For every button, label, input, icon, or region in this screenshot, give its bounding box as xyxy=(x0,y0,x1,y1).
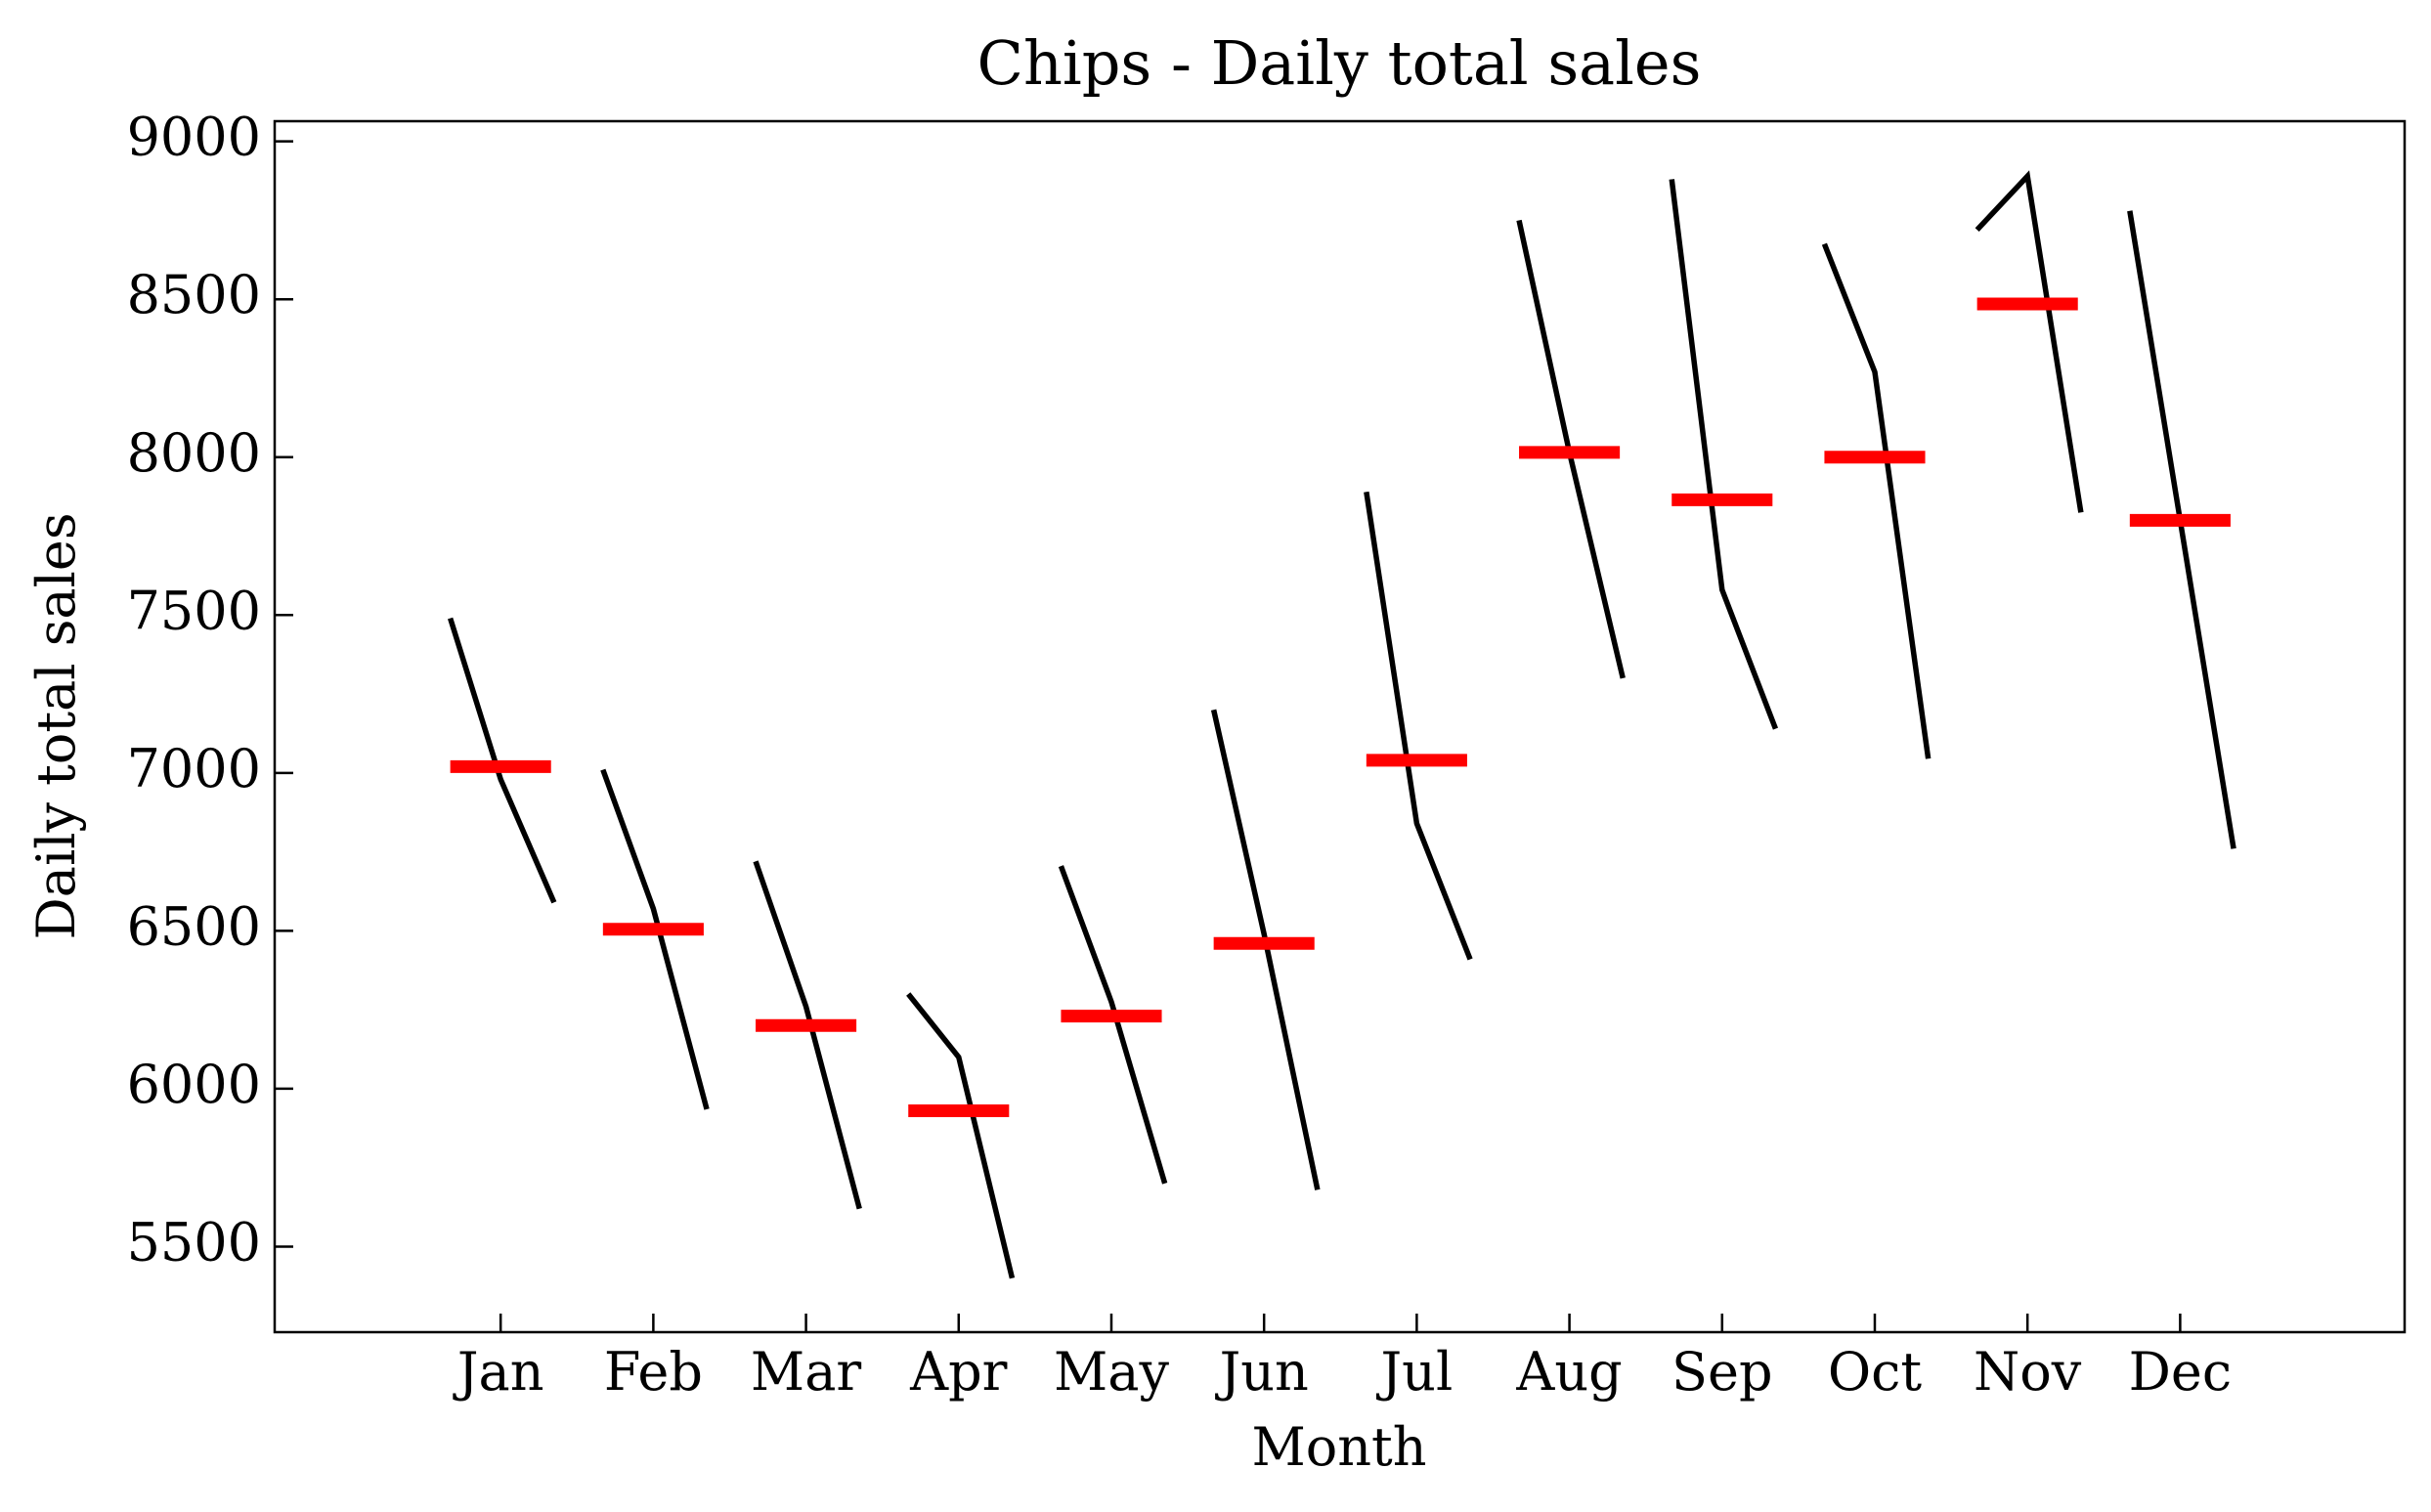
x-tick-label: Aug xyxy=(1515,1341,1622,1403)
subseries-line xyxy=(906,992,1016,1279)
subseries-line xyxy=(1364,491,1473,961)
subseries-line xyxy=(753,860,862,1210)
subseries-line xyxy=(1210,709,1321,1190)
y-tick-label: 7000 xyxy=(127,738,261,799)
x-tick-label: Mar xyxy=(751,1341,861,1403)
y-tick-label: 5500 xyxy=(127,1211,261,1273)
x-tick-label: Nov xyxy=(1974,1341,2082,1403)
subseries-line xyxy=(2127,210,2236,849)
x-tick-label: Dec xyxy=(2129,1341,2233,1403)
subseries-line xyxy=(1669,179,1779,730)
x-tick-label: Apr xyxy=(909,1341,1008,1403)
y-tick-label: 8000 xyxy=(127,422,261,484)
x-tick-label: Jan xyxy=(453,1341,544,1403)
chart-title: Chips - Daily total sales xyxy=(977,27,1702,99)
subseries-line xyxy=(448,617,557,904)
y-tick-label: 9000 xyxy=(127,107,261,168)
x-axis-label: Month xyxy=(1251,1416,1426,1478)
plot-frame xyxy=(273,119,2407,1334)
x-tick-label: Jul xyxy=(1376,1341,1454,1403)
x-tick-label: Feb xyxy=(604,1341,703,1403)
x-tick-label: Jun xyxy=(1215,1341,1309,1403)
subseries-line xyxy=(1058,865,1168,1185)
x-tick-label: Oct xyxy=(1828,1341,1923,1403)
subseries-line xyxy=(1821,242,1932,759)
y-tick-label: 7500 xyxy=(127,580,261,641)
y-axis-label: Daily total sales xyxy=(25,512,87,939)
y-tick-label: 6000 xyxy=(127,1054,261,1115)
y-tick-label: 6500 xyxy=(127,895,261,957)
x-tick-label: May xyxy=(1054,1341,1169,1403)
y-tick-label: 8500 xyxy=(127,264,261,325)
subseries-line xyxy=(1975,170,2084,513)
subseries-line xyxy=(600,768,710,1110)
x-tick-label: Sep xyxy=(1671,1341,1773,1403)
